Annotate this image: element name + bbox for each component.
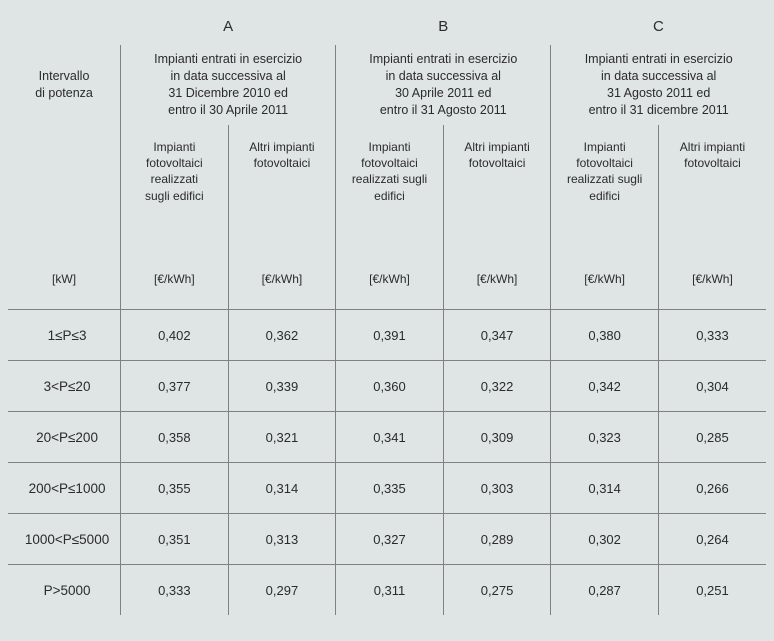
tariff-value: 0,402 [121,310,229,361]
col-letter: A [121,12,336,45]
tariff-value: 0,327 [336,514,444,565]
unit-cell: [€/kWh] [658,249,766,310]
tariff-value: 0,380 [551,310,659,361]
tariff-value: 0,391 [336,310,444,361]
sub-col: Impiantifotovoltaicirealizzati sugliedif… [336,125,444,249]
tariff-value: 0,321 [228,412,336,463]
tariff-value: 0,351 [121,514,229,565]
tariff-value: 0,289 [443,514,551,565]
period-a: Impianti entrati in esercizioin data suc… [121,45,336,125]
table-row: 1≤P≤30,4020,3620,3910,3470,3800,333 [8,310,766,361]
tariff-value: 0,347 [443,310,551,361]
tariff-value: 0,333 [658,310,766,361]
tariff-value: 0,309 [443,412,551,463]
tariff-value: 0,266 [658,463,766,514]
power-range: 3<P≤20 [8,361,121,412]
power-range: 20<P≤200 [8,412,121,463]
period-b: Impianti entrati in esercizioin data suc… [336,45,551,125]
table-row: 200<P≤10000,3550,3140,3350,3030,3140,266 [8,463,766,514]
tariff-value: 0,358 [121,412,229,463]
tariff-value: 0,339 [228,361,336,412]
tariff-value: 0,314 [228,463,336,514]
table-row: P>50000,3330,2970,3110,2750,2870,251 [8,565,766,616]
col-letter: B [336,12,551,45]
tariff-value: 0,313 [228,514,336,565]
tariff-value: 0,362 [228,310,336,361]
letter-row: A B C [8,12,766,45]
tariff-value: 0,275 [443,565,551,616]
tariff-value: 0,303 [443,463,551,514]
tariff-value: 0,264 [658,514,766,565]
tariff-value: 0,285 [658,412,766,463]
sub-col: Impiantifotovoltaicirealizzati sugliedif… [551,125,659,249]
unit-cell: [€/kWh] [443,249,551,310]
empty-cell [8,12,121,45]
tariff-value: 0,355 [121,463,229,514]
power-range: 1≤P≤3 [8,310,121,361]
unit-cell: [€/kWh] [551,249,659,310]
tariff-value: 0,311 [336,565,444,616]
tariff-value: 0,314 [551,463,659,514]
power-range: 200<P≤1000 [8,463,121,514]
unit-cell: [€/kWh] [121,249,229,310]
power-range: 1000<P≤5000 [8,514,121,565]
tariff-value: 0,335 [336,463,444,514]
subheader-row: Impiantifotovoltaicirealizzatisugli edif… [8,125,766,249]
tariff-value: 0,287 [551,565,659,616]
unit-cell: [€/kWh] [336,249,444,310]
table-row: 3<P≤200,3770,3390,3600,3220,3420,304 [8,361,766,412]
tariff-table: A B C Intervallodi potenza Impianti entr… [8,12,766,615]
tariff-value: 0,297 [228,565,336,616]
power-range: P>5000 [8,565,121,616]
tariff-value: 0,302 [551,514,659,565]
unit-cell: [€/kWh] [228,249,336,310]
sub-col: Altri impiantifotovoltaici [228,125,336,249]
tariff-value: 0,251 [658,565,766,616]
row-header-label: Intervallodi potenza [8,45,121,125]
units-row: [kW] [€/kWh] [€/kWh] [€/kWh] [€/kWh] [€/… [8,249,766,310]
empty-cell [8,125,121,249]
sub-col: Impiantifotovoltaicirealizzatisugli edif… [121,125,229,249]
period-row: Intervallodi potenza Impianti entrati in… [8,45,766,125]
table-row: 20<P≤2000,3580,3210,3410,3090,3230,285 [8,412,766,463]
tariff-value: 0,333 [121,565,229,616]
tariff-table-container: A B C Intervallodi potenza Impianti entr… [0,0,774,641]
sub-col: Altri impiantifotovoltaici [658,125,766,249]
unit-kw: [kW] [8,249,121,310]
table-row: 1000<P≤50000,3510,3130,3270,2890,3020,26… [8,514,766,565]
col-letter: C [551,12,766,45]
tariff-value: 0,377 [121,361,229,412]
sub-col: Altri impiantifotovoltaici [443,125,551,249]
tariff-value: 0,323 [551,412,659,463]
period-c: Impianti entrati in esercizioin data suc… [551,45,766,125]
tariff-value: 0,322 [443,361,551,412]
tariff-value: 0,304 [658,361,766,412]
tariff-value: 0,341 [336,412,444,463]
tariff-value: 0,342 [551,361,659,412]
tariff-value: 0,360 [336,361,444,412]
